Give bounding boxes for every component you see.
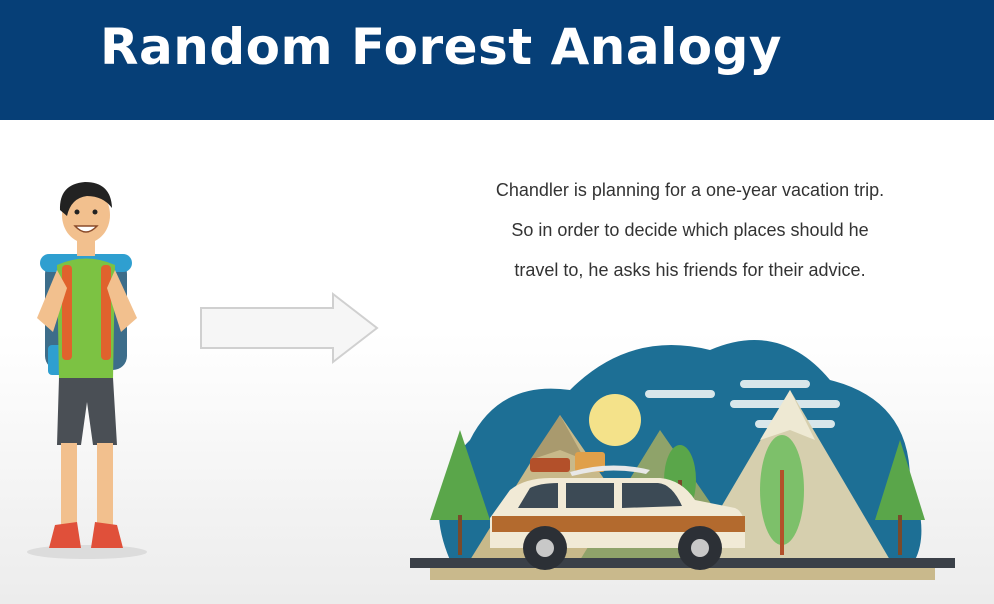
car-landscape-illustration <box>410 340 955 580</box>
description-line: travel to, he asks his friends for their… <box>514 260 866 280</box>
title-banner: Random Forest Analogy <box>0 0 994 120</box>
description-line: So in order to decide which places shoul… <box>511 220 869 240</box>
slide-title: Random Forest Analogy <box>100 18 783 76</box>
description-line: Chandler is planning for a one-year vaca… <box>495 180 885 200</box>
traveler-illustration <box>27 182 147 559</box>
right-arrow-icon <box>200 291 379 365</box>
description-text: Chandler is planning for a one-year vaca… <box>440 170 940 290</box>
